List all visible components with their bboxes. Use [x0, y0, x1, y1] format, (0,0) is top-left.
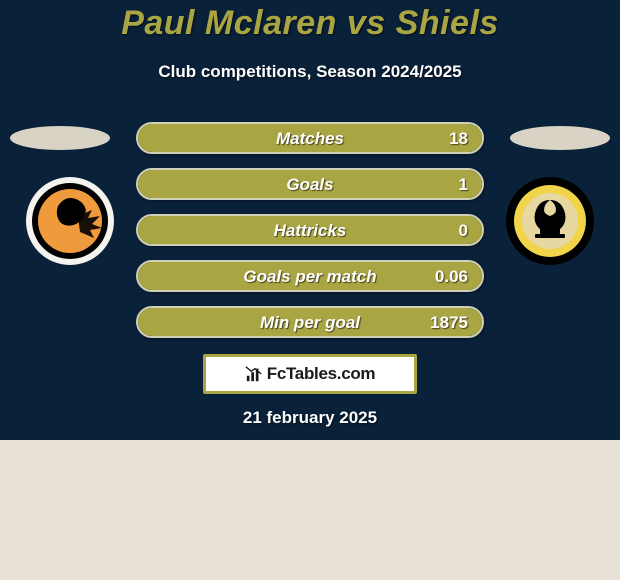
- stat-value: 1875: [430, 308, 468, 336]
- stat-row: Goals per match 0.06: [136, 260, 484, 292]
- stat-value: 0.06: [435, 262, 468, 290]
- bar-chart-icon: [245, 365, 263, 383]
- club-crest-left: [20, 176, 120, 266]
- title: Paul Mclaren vs Shiels: [0, 4, 620, 43]
- player-photo-right-placeholder: [510, 126, 610, 150]
- stat-row: Min per goal 1875: [136, 306, 484, 338]
- subtitle: Club competitions, Season 2024/2025: [0, 62, 620, 82]
- stat-value: 1: [459, 170, 468, 198]
- stat-bar-outline: Goals per match 0.06: [136, 260, 484, 292]
- stat-row: Hattricks 0: [136, 214, 484, 246]
- brand-box: FcTables.com: [203, 354, 417, 394]
- stat-label: Goals per match: [138, 262, 482, 290]
- club-crest-right-svg: [500, 176, 600, 266]
- player-photo-left-placeholder: [10, 126, 110, 150]
- stat-row: Goals 1: [136, 168, 484, 200]
- stat-label: Matches: [138, 124, 482, 152]
- stat-row: Matches 18: [136, 122, 484, 154]
- stat-value: 0: [459, 216, 468, 244]
- stat-label: Hattricks: [138, 216, 482, 244]
- stat-bars: Matches 18 Goals 1 Hattricks 0 Goals per…: [136, 122, 484, 352]
- date-text: 21 february 2025: [0, 408, 620, 428]
- stat-bar-outline: Matches 18: [136, 122, 484, 154]
- club-crest-left-svg: [20, 176, 120, 266]
- club-crest-right: [500, 176, 600, 266]
- stat-value: 18: [449, 124, 468, 152]
- stat-bar-outline: Min per goal 1875: [136, 306, 484, 338]
- brand-text: FcTables.com: [267, 364, 376, 384]
- stat-bar-outline: Goals 1: [136, 168, 484, 200]
- stat-label: Goals: [138, 170, 482, 198]
- stat-bar-outline: Hattricks 0: [136, 214, 484, 246]
